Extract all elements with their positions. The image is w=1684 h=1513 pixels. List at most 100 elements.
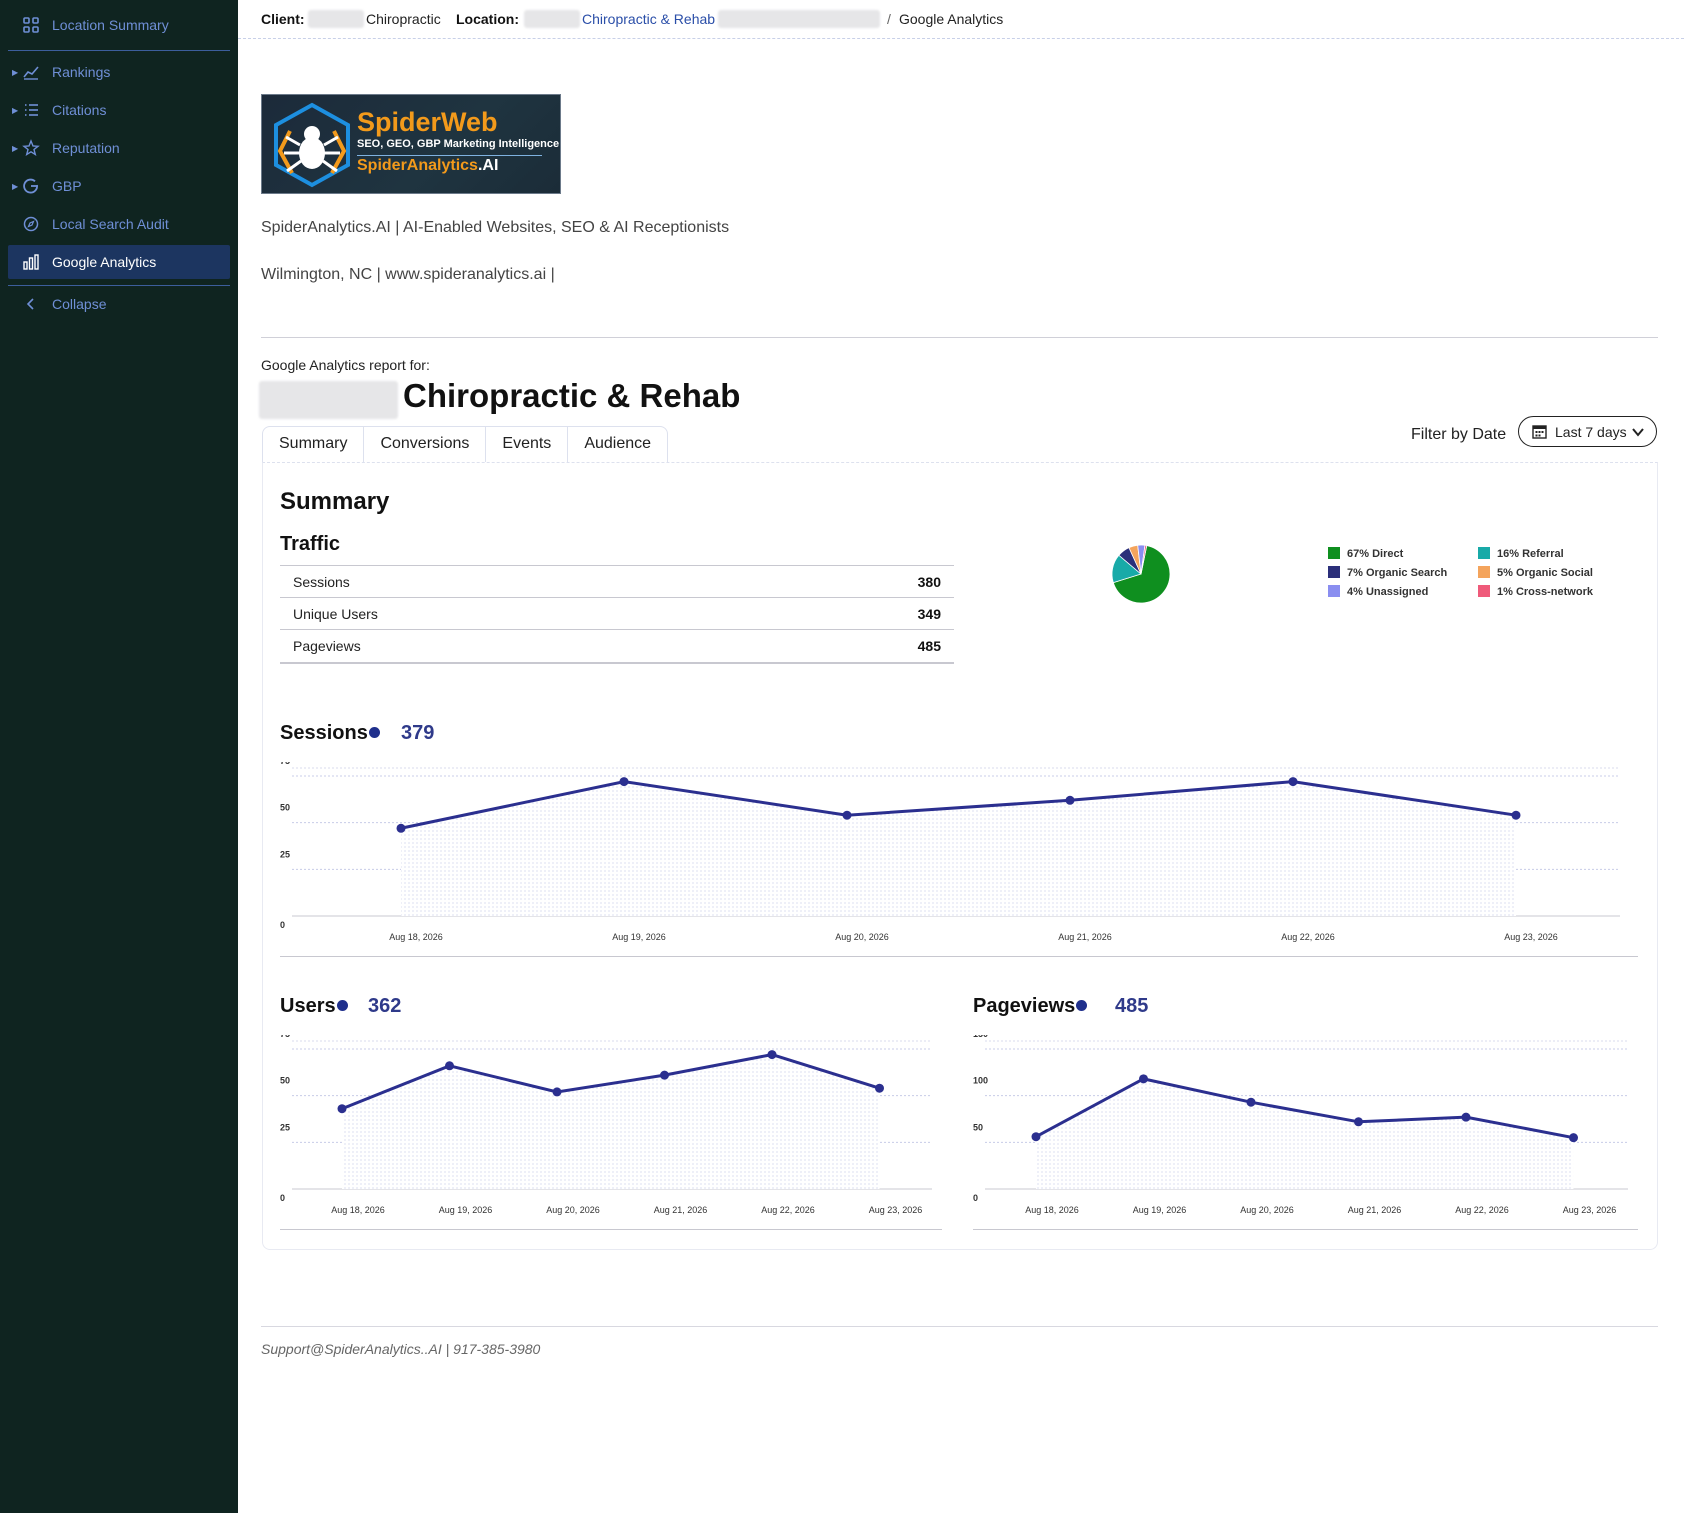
agency-address: Wilmington, NC | www.spideranalytics.ai …: [261, 266, 555, 283]
legend-swatch: [1478, 547, 1490, 559]
data-point[interactable]: [767, 1050, 777, 1060]
footer-contact: Support@SpiderAnalytics..AI | 917-385-39…: [261, 1341, 541, 1357]
compass-icon: [23, 216, 39, 232]
traffic-heading: Traffic: [280, 533, 341, 555]
y-tick-label: 50: [973, 1122, 983, 1132]
legend-item: 7% Organic Search: [1328, 566, 1447, 579]
data-point[interactable]: [552, 1087, 562, 1097]
users-title-text: Users: [280, 995, 336, 1017]
pageviews-title-text: Pageviews: [973, 995, 1076, 1017]
legend-swatch: [1478, 585, 1490, 597]
y-tick-label: 25: [280, 1122, 290, 1132]
row-value: 485: [917, 638, 941, 654]
data-point[interactable]: [1288, 777, 1298, 787]
report-tabs: Summary Conversions Events Audience: [262, 426, 669, 462]
traffic-pie-chart: [1111, 544, 1171, 604]
sessions-title: Sessions: [280, 722, 380, 745]
tab-summary[interactable]: Summary: [263, 427, 365, 462]
pie-slice: [1140, 544, 1148, 575]
row-label: Sessions: [293, 573, 350, 590]
x-tick-label: Aug 23, 2026: [1563, 1205, 1617, 1215]
caret-right-icon: ▶: [12, 67, 19, 77]
tab-conversions[interactable]: Conversions: [364, 427, 487, 462]
tab-events[interactable]: Events: [486, 427, 569, 462]
series-line: [1035, 1077, 1574, 1140]
data-point[interactable]: [1569, 1133, 1578, 1143]
sidebar-item-rankings[interactable]: ▶ Rankings: [8, 55, 230, 89]
y-tick-label: 150: [973, 1035, 988, 1039]
spider-logo-icon: [274, 102, 350, 188]
logo-line3-a: SpiderAnalytics: [357, 157, 478, 174]
caret-right-icon: ▶: [12, 143, 19, 153]
data-point[interactable]: [1511, 810, 1521, 820]
sidebar-item-gbp[interactable]: ▶ GBP: [8, 169, 230, 203]
series-area: [401, 781, 1516, 916]
x-tick-label: Aug 20, 2026: [1240, 1205, 1294, 1215]
sidebar-item-label: Location Summary: [52, 17, 169, 33]
sidebar-item-citations[interactable]: ▶ Citations: [8, 93, 230, 127]
grid-icon: [23, 17, 39, 33]
table-row: Unique Users 349: [280, 598, 954, 630]
info-icon[interactable]: [336, 1000, 348, 1011]
legend-item: 1% Cross-network: [1478, 585, 1593, 598]
sidebar: Location Summary ▶ Rankings ▶ Citations …: [0, 0, 238, 1513]
y-tick-label: 50: [280, 1076, 290, 1086]
breadcrumb-separator: /: [887, 11, 891, 27]
sidebar-divider: [8, 50, 230, 51]
info-icon[interactable]: [1076, 1000, 1088, 1011]
sidebar-item-reputation[interactable]: ▶ Reputation: [8, 131, 230, 165]
data-point[interactable]: [1065, 795, 1075, 805]
sidebar-item-label: Collapse: [52, 296, 107, 312]
legend-swatch: [1328, 547, 1340, 559]
tab-audience[interactable]: Audience: [584, 435, 652, 452]
series-area: [1036, 1078, 1574, 1189]
filter-label: Filter by Date: [1411, 426, 1507, 443]
data-point[interactable]: [1461, 1112, 1471, 1122]
list-icon: [25, 104, 38, 116]
page-title: Chiropractic & Rehab: [403, 377, 741, 414]
legend-label: 16% Referral: [1497, 548, 1564, 560]
table-row: Pageviews 485: [280, 630, 954, 662]
divider: [973, 1229, 1638, 1230]
series-line: [341, 1053, 880, 1111]
data-point[interactable]: [337, 1104, 347, 1114]
legend-label: 7% Organic Search: [1347, 567, 1448, 579]
sidebar-item-location-summary[interactable]: Location Summary: [8, 8, 230, 42]
sidebar-item-local-search-audit[interactable]: Local Search Audit: [8, 207, 230, 241]
y-tick-label: 100: [973, 1076, 988, 1086]
data-point[interactable]: [1246, 1097, 1256, 1107]
data-point[interactable]: [619, 777, 629, 787]
sidebar-item-google-analytics[interactable]: Google Analytics: [8, 245, 230, 279]
data-point[interactable]: [660, 1070, 669, 1080]
y-tick-label: 0: [973, 1193, 978, 1203]
sidebar-item-label: Reputation: [52, 140, 120, 156]
info-icon[interactable]: [368, 727, 380, 738]
y-tick-label: 75: [280, 762, 290, 766]
legend-label: 67% Direct: [1347, 548, 1404, 560]
series-area: [342, 1054, 880, 1189]
data-point[interactable]: [1139, 1074, 1148, 1084]
traffic-table: Sessions 380 Unique Users 349 Pageviews …: [280, 565, 954, 664]
x-tick-label: Aug 19, 2026: [439, 1205, 493, 1215]
y-tick-label: 50: [280, 803, 290, 813]
sessions-value: 379: [401, 722, 435, 744]
legend-swatch: [1478, 566, 1490, 578]
date-filter-dropdown[interactable]: Last 7 days: [1518, 416, 1657, 447]
star-icon: [22, 139, 40, 157]
data-point[interactable]: [1031, 1132, 1041, 1142]
data-point[interactable]: [1354, 1117, 1363, 1127]
logo-rule: [357, 155, 542, 156]
sidebar-divider: [8, 285, 230, 286]
sessions-chart: 0 25 50 75 Aug 18, 2026 Aug 19, 2026 Aug 20, 2…: [280, 762, 1620, 942]
sidebar-collapse-button[interactable]: Collapse: [8, 287, 230, 321]
client-name: Chiropractic: [366, 11, 441, 27]
data-point[interactable]: [842, 810, 852, 820]
logo-line2: SEO, GEO, GBP Marketing Intelligence: [357, 138, 560, 150]
calendar-icon: [1532, 425, 1547, 439]
data-point[interactable]: [445, 1061, 454, 1071]
location-link[interactable]: Chiropractic & Rehab: [582, 11, 716, 27]
data-point[interactable]: [396, 823, 406, 833]
data-point[interactable]: [875, 1083, 884, 1093]
date-filter-value: Last 7 days: [1555, 424, 1627, 440]
sidebar-item-label: Citations: [52, 102, 107, 118]
